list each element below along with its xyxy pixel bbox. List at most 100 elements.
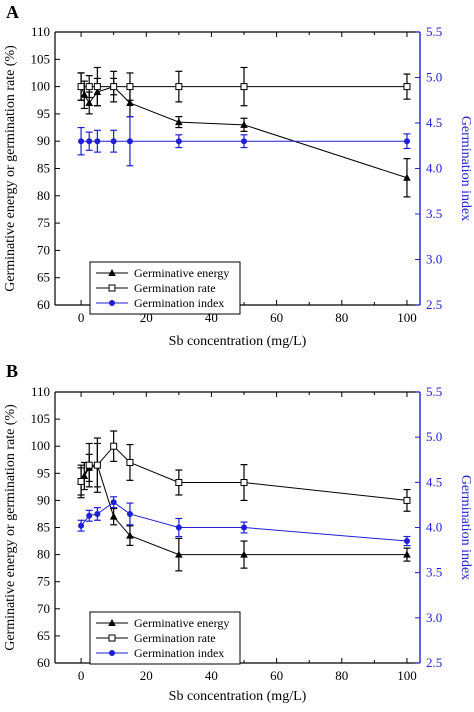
y2-tick-label: 2.5 [426,655,442,670]
legend-label: Germination rate [134,281,216,295]
data-point-square [77,477,85,485]
data-point-square [85,83,93,91]
data-point-square [240,83,248,91]
data-point-circle [126,510,133,517]
legend-label: Germinative energy [134,616,229,630]
data-point-square [175,83,183,91]
y-tick-label: 85 [37,520,50,535]
y-tick-label: 90 [37,133,50,148]
data-point-circle [175,524,182,531]
x-axis-label: Sb concentration (mg/L) [169,689,307,704]
y2-tick-label: 3.0 [426,252,442,267]
y-tick-label: 60 [37,655,50,670]
y-tick-label: 80 [37,547,50,562]
data-point-square [108,634,116,642]
series-germination-rate [77,430,411,512]
y-tick-label: 105 [31,51,51,66]
y-tick-label: 105 [31,411,51,426]
y-tick-label: 90 [37,492,50,507]
y2-tick-label: 4.5 [426,115,442,130]
data-point-triangle [403,173,411,181]
data-point-square [77,83,85,91]
y-tick-label: 70 [37,601,50,616]
x-tick-label: 100 [397,310,417,325]
y-tick-label: 75 [37,574,50,589]
data-point-triangle [175,550,183,558]
legend-label: Germination index [134,296,224,310]
data-point-circle [109,300,115,306]
y-tick-label: 70 [37,242,50,257]
y-tick-label: 85 [37,161,50,176]
data-point-circle [241,138,248,145]
y-axis-label: Germinative energy or germination rate (… [3,404,18,651]
data-point-square [175,479,183,487]
y-tick-label: 100 [31,438,51,453]
x-axis-label: Sb concentration (mg/L) [169,334,307,349]
data-point-circle [403,538,410,545]
data-point-triangle [240,120,248,128]
data-point-circle [110,138,117,145]
x-tick-label: 60 [270,668,283,683]
y2-tick-label: 4.5 [426,474,442,489]
data-point-circle [110,499,117,506]
x-tick-label: 80 [335,310,348,325]
data-point-circle [86,512,93,519]
data-point-circle [94,510,101,517]
series-germination-index [77,496,411,547]
y-tick-label: 100 [31,79,51,94]
data-point-square [110,442,118,450]
x-tick-label: 0 [78,668,85,683]
y2-tick-label: 3.5 [426,206,442,221]
x-tick-label: 80 [335,668,348,683]
data-point-triangle [85,98,94,106]
y-tick-label: 65 [37,628,50,643]
x-tick-label: 20 [140,668,153,683]
y-tick-label: 110 [31,24,50,39]
data-point-triangle [240,550,248,558]
y2-tick-label: 4.0 [426,520,442,535]
y-tick-label: 65 [37,270,50,285]
panel-letter: A [6,2,19,22]
data-point-triangle [126,531,134,539]
y-tick-label: 60 [37,297,50,312]
y-tick-label: 80 [37,188,50,203]
x-tick-label: 60 [270,310,283,325]
y-tick-label: 95 [37,106,50,121]
data-point-circle [86,138,93,145]
y2-tick-label: 3.5 [426,565,442,580]
data-point-circle [175,138,182,145]
data-point-square [403,83,411,91]
data-point-triangle [109,512,118,520]
y2-axis-label: Germination index [458,116,473,221]
data-point-circle [403,138,410,145]
data-point-triangle [108,269,116,276]
chart-panel-B: B 0 20 40 60 80 100 60 65 70 75 80 85 90 95 100 105 110 2.… [3,361,473,704]
data-point-square [126,458,134,466]
y2-tick-label: 3.0 [426,610,442,625]
panel-letter: B [6,361,18,381]
data-point-triangle [175,118,183,126]
data-point-square [108,284,116,292]
y-tick-label: 95 [37,465,50,480]
y2-tick-label: 5.5 [426,24,442,39]
data-point-circle [109,650,115,656]
y2-tick-label: 5.0 [426,70,442,85]
data-point-circle [241,524,248,531]
data-point-square [126,83,134,91]
data-point-triangle [80,90,89,98]
x-tick-label: 100 [397,668,417,683]
y-tick-label: 75 [37,215,50,230]
y2-tick-label: 5.0 [426,429,442,444]
data-point-square [110,83,118,91]
x-tick-label: 40 [205,668,218,683]
series-germination-index [77,116,411,167]
legend-label: Germination rate [134,631,216,645]
y2-tick-label: 2.5 [426,297,442,312]
series-germination-rate [77,66,411,107]
data-point-circle [78,138,85,145]
legend-label: Germinative energy [134,266,229,280]
chart-panel-A: A0 20 40 60 80 10060657075808590951001051102.… [3,2,473,349]
y2-axis-label: Germination index [458,475,473,580]
